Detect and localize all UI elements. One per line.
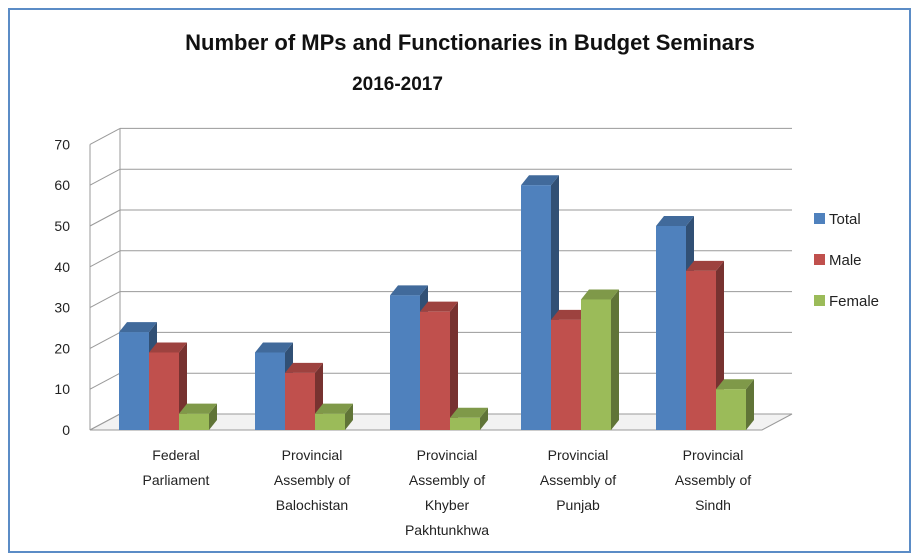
bar-front (420, 311, 450, 430)
bar-female (450, 407, 488, 430)
grid-line-diag (89, 291, 121, 309)
chart-subtitle: 2016-2017 (352, 74, 443, 95)
legend-swatch-male (814, 254, 825, 265)
bar-front (390, 295, 420, 430)
legend-label-total: Total (829, 211, 861, 228)
bar-front (450, 417, 480, 430)
bar-top (686, 260, 724, 271)
bar-side (345, 403, 353, 430)
bar-front (521, 185, 551, 430)
bar-front (255, 352, 285, 430)
bar-top (390, 285, 428, 296)
legend-swatch-total (814, 213, 825, 224)
category-label: Assembly of (409, 472, 485, 488)
legend: Total Male Female (814, 211, 879, 310)
grid-line-diag (89, 209, 121, 227)
category-label: Balochistan (276, 497, 348, 513)
y-tick-label: 40 (54, 259, 70, 275)
grid-line-diag (89, 372, 121, 390)
bar-front (285, 372, 315, 430)
category-label: Parliament (143, 472, 210, 488)
category-label: Sindh (695, 497, 731, 513)
bar-front (656, 226, 686, 430)
bar-male (149, 342, 187, 430)
bar-front (119, 332, 149, 430)
y-tick-label: 0 (62, 422, 70, 438)
grid-line-diag (89, 168, 121, 186)
category-label: Assembly of (540, 472, 616, 488)
bar-top (551, 309, 589, 320)
category-label: Punjab (556, 497, 600, 513)
bar-front (149, 352, 179, 430)
bar-female (716, 379, 754, 430)
legend-swatch-female (814, 295, 825, 306)
bar-top (716, 379, 754, 390)
bar-top (179, 403, 217, 414)
grid-line-diag (89, 331, 121, 349)
y-tick-label: 70 (54, 136, 70, 152)
chart-frame (8, 8, 911, 553)
bar-top (656, 216, 694, 226)
bar-top (149, 342, 187, 353)
bar-top (450, 407, 488, 418)
legend-label-male: Male (829, 252, 862, 269)
y-tick-label: 20 (54, 340, 70, 356)
bar-side (746, 379, 754, 430)
grid-line-diag (89, 250, 121, 268)
bar-front (686, 270, 716, 430)
y-tick-label: 10 (54, 381, 70, 397)
category-label: Provincial (417, 447, 478, 463)
bar-female (315, 403, 353, 430)
category-label: Federal (152, 447, 199, 463)
category-label: Khyber (425, 497, 470, 513)
bar-front (315, 413, 345, 430)
bar-front (179, 413, 209, 430)
category-label: Provincial (683, 447, 744, 463)
bar-male (285, 362, 323, 430)
category-label: Pakhtunkhwa (405, 522, 489, 538)
grid-line-diag (89, 127, 121, 145)
bar-top (285, 362, 323, 373)
category-label: Assembly of (675, 472, 751, 488)
category-label: Assembly of (274, 472, 350, 488)
bar-top (581, 289, 619, 300)
category-label: Provincial (548, 447, 609, 463)
bar-front (581, 299, 611, 430)
bar-female (179, 403, 217, 430)
bar-top (521, 175, 559, 186)
category-labels: Federal Parliament Provincial Assembly of Ba… (143, 447, 752, 538)
category-label: Provincial (282, 447, 343, 463)
y-tick-label: 50 (54, 218, 70, 234)
chart-title: Number of MPs and Functionaries in Budge… (185, 30, 755, 55)
bar-male (420, 301, 458, 430)
y-axis-ticks: 0 10 20 30 40 50 60 70 (54, 136, 70, 438)
legend-label-female: Female (829, 293, 879, 310)
y-tick-label: 60 (54, 177, 70, 193)
bar-top (255, 342, 293, 353)
bar-side (450, 301, 458, 430)
bar-female (581, 289, 619, 430)
bar-top (119, 322, 157, 333)
bar-front (716, 389, 746, 430)
bar-side (611, 289, 619, 430)
bar-side (480, 407, 488, 430)
bar-front (551, 319, 581, 430)
bar-top (315, 403, 353, 414)
y-tick-label: 30 (54, 300, 70, 316)
bars (119, 175, 754, 430)
bar-side (209, 403, 217, 430)
bar-top (420, 301, 458, 312)
